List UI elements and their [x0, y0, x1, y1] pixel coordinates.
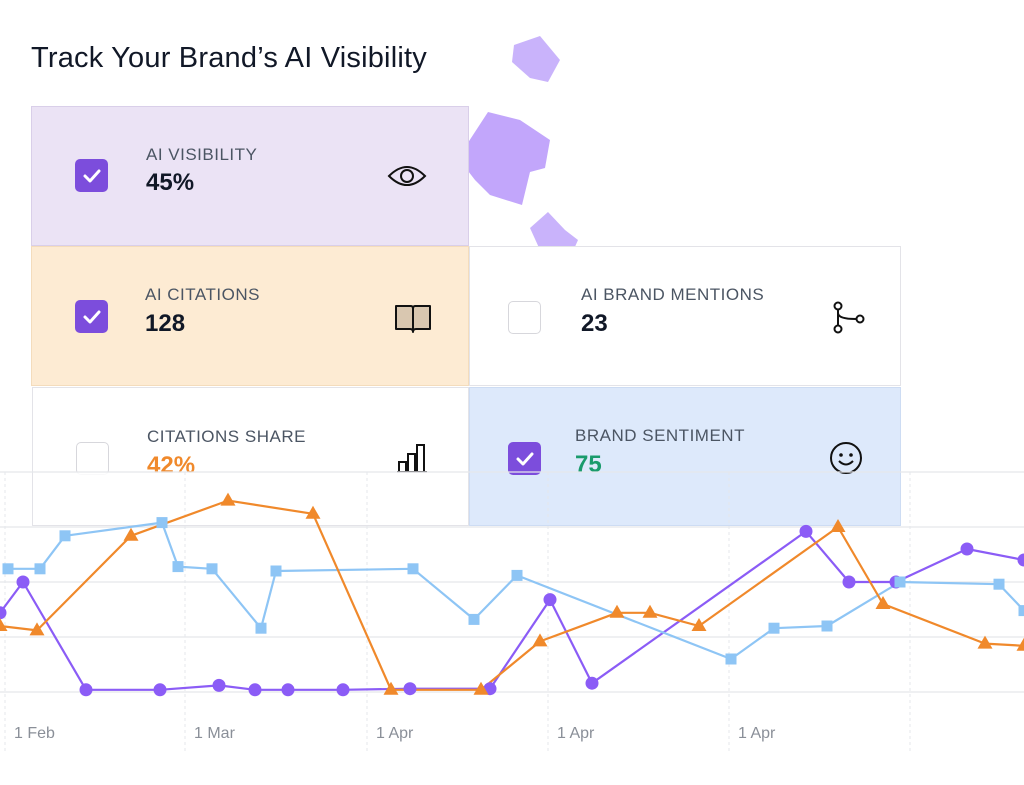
data-point — [977, 635, 993, 649]
x-tick-label: 1 Apr — [557, 725, 595, 742]
data-point — [1016, 637, 1024, 651]
data-point — [281, 683, 295, 697]
data-point — [79, 683, 93, 697]
metric-card[interactable]: AI VISIBILITY 45% — [31, 106, 469, 246]
card-value: 75 — [575, 451, 602, 478]
data-point — [842, 575, 856, 589]
data-point — [59, 530, 71, 542]
card-label: AI BRAND MENTIONS — [581, 285, 765, 304]
data-point — [725, 653, 737, 665]
card-label: AI CITATIONS — [145, 285, 260, 304]
data-point — [172, 561, 184, 573]
card-label: AI VISIBILITY — [146, 145, 258, 164]
checkbox-checked[interactable] — [75, 300, 108, 333]
data-point — [894, 576, 906, 588]
data-point — [609, 604, 625, 618]
data-point — [403, 682, 417, 696]
data-point — [473, 681, 489, 695]
data-point — [29, 622, 45, 636]
data-point — [799, 524, 813, 538]
data-point — [206, 563, 218, 575]
x-tick-label: 1 Mar — [194, 725, 236, 742]
card-value: 42% — [147, 452, 196, 479]
series-line — [0, 530, 1024, 691]
data-point — [532, 633, 548, 647]
branch-icon — [833, 301, 865, 334]
data-point — [511, 569, 523, 581]
data-point — [483, 682, 497, 696]
data-point — [585, 676, 599, 690]
data-point — [1018, 605, 1024, 617]
book-icon — [395, 305, 431, 333]
card-value: 23 — [581, 310, 608, 337]
data-point — [16, 575, 30, 589]
metric-card[interactable]: CITATIONS SHARE 42% — [32, 387, 469, 526]
data-point — [993, 578, 1005, 590]
data-point — [543, 593, 557, 607]
decoration — [458, 36, 578, 262]
x-tick-label: 1 Apr — [738, 725, 776, 742]
x-tick-label: 1 Feb — [14, 725, 55, 742]
series-line — [8, 521, 1024, 661]
data-point — [0, 606, 7, 620]
data-point — [212, 678, 226, 692]
card-label: BRAND SENTIMENT — [575, 426, 745, 445]
checkbox-unchecked[interactable] — [76, 442, 109, 475]
data-point — [383, 681, 399, 695]
smile-icon — [830, 442, 862, 474]
metric-card[interactable]: AI BRAND MENTIONS 23 — [469, 246, 901, 386]
metric-card[interactable]: BRAND SENTIMENT 75 — [469, 387, 901, 526]
series-line — [0, 499, 1024, 691]
checkbox-checked[interactable] — [75, 159, 108, 192]
data-point — [960, 542, 974, 556]
data-point — [270, 565, 282, 577]
data-point — [691, 618, 707, 631]
page-title: Track Your Brand’s AI Visibility — [31, 42, 427, 74]
data-point — [34, 563, 46, 575]
data-point — [0, 618, 8, 631]
card-value: 45% — [146, 169, 195, 196]
metric-card[interactable]: AI CITATIONS 128 — [31, 246, 469, 386]
data-point — [255, 622, 267, 634]
checkbox-checked[interactable] — [508, 442, 541, 475]
data-point — [1017, 553, 1024, 567]
data-point — [336, 683, 350, 697]
data-point — [153, 683, 167, 697]
checkbox-unchecked[interactable] — [508, 301, 541, 334]
x-tick-label: 1 Apr — [376, 725, 414, 742]
card-label: CITATIONS SHARE — [147, 427, 306, 446]
data-point — [642, 604, 658, 618]
data-point — [768, 622, 780, 634]
card-value: 128 — [145, 310, 186, 337]
bar-chart-icon — [397, 444, 427, 473]
data-point — [407, 563, 419, 575]
data-point — [468, 613, 480, 625]
data-point — [248, 683, 262, 697]
eye-icon — [387, 166, 427, 186]
data-point — [2, 563, 14, 575]
data-point — [123, 527, 139, 541]
data-point — [875, 596, 891, 609]
data-point — [889, 575, 903, 589]
data-point — [821, 620, 833, 632]
